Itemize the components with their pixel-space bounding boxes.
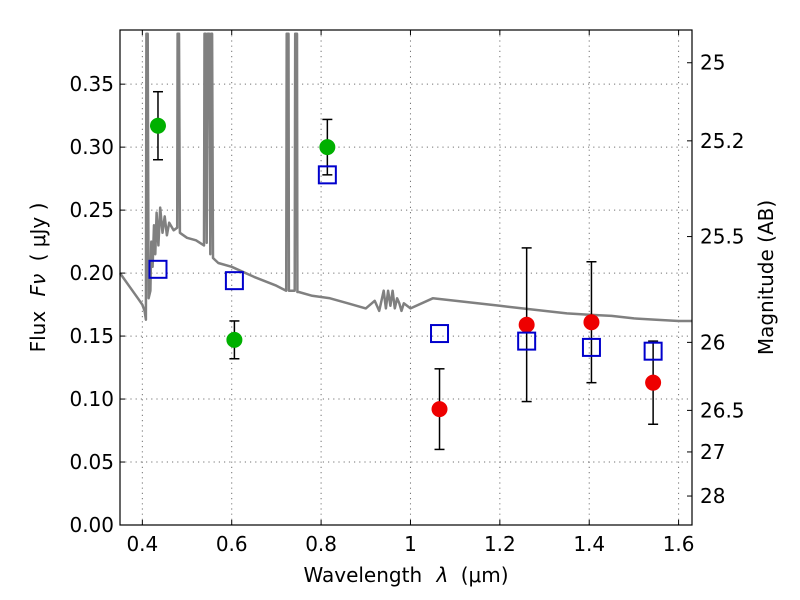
y-axis-label-unit: ( μJy ) [26,203,50,262]
blue-square-point [317,165,337,185]
y2-tick-label: 26.5 [700,398,745,422]
red-circle-point [431,401,448,418]
y-tick-label: 0.00 [69,513,114,537]
y-tick-label: 0.10 [69,387,114,411]
blue-square-point [148,259,168,279]
data-points-layer [148,90,663,451]
blue-square-point [517,331,537,351]
green-circle-point [149,117,166,134]
y-tick-label: 0.05 [69,450,114,474]
y-tick-label: 0.35 [69,72,114,96]
x-axis-label-unit: (μm) [461,563,509,587]
red-circle-point [518,316,535,333]
red-circle-point [583,314,600,331]
axis-layer: 0.4 0.6 0.8 1 1.2 1.4 1.6 0.00 0.05 0.10 0.15 0.20 0… [69,30,745,556]
plot-frame [119,29,693,526]
y-tick-label: 0.25 [69,198,114,222]
x-tick-label: 1 [404,532,417,556]
blue-square-point [224,271,244,291]
x-tick-label: 1.2 [484,532,516,556]
y2-axis-label: Magnitude (AB) [754,200,778,355]
y-axis-label: Flux Fν ( μJy ) [26,203,50,353]
model-spectrum-layer [118,32,692,323]
blue-square-point [581,337,601,357]
red-circle-point [645,374,662,391]
model-spectrum-line [118,32,692,323]
x-axis-label-symbol: λ [436,563,449,587]
y2-tick-label: 25.2 [700,129,745,153]
x-tick-label: 0.4 [126,532,158,556]
y-axis-label-text: Flux [26,311,50,353]
y-tick-label: 0.20 [69,261,114,285]
blue-square-point [430,324,450,344]
blue-square-point [643,341,663,361]
y2-tick-label: 27 [700,440,725,464]
x-axis-label: Wavelength λ (μm) [303,563,508,587]
y-tick-label: 0.30 [69,135,114,159]
y2-tick-label: 25 [700,51,725,75]
y2-tick-label: 26 [700,330,725,354]
y2-tick-label: 28 [700,484,725,508]
y-axis-label-symbol: Fν [26,274,50,297]
y2-tick-label: 25.5 [700,225,745,249]
x-tick-label: 1.4 [573,532,605,556]
y-tick-label: 0.15 [69,324,114,348]
x-axis-label-text: Wavelength [303,563,422,587]
green-circle-point [226,331,243,348]
x-tick-label: 0.6 [216,532,248,556]
x-tick-label: 1.6 [663,532,695,556]
x-tick-label: 0.8 [305,532,337,556]
green-circle-point [319,139,336,156]
